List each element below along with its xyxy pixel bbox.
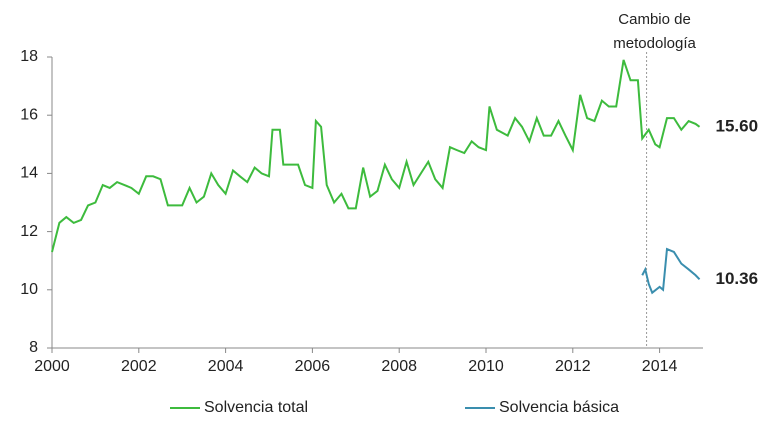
x-tick-label: 2010 (468, 358, 504, 375)
y-tick-label: 10 (20, 281, 38, 298)
end-label: 15.60 (716, 116, 759, 135)
x-tick-label: 2000 (34, 358, 70, 375)
line-series (641, 247, 701, 295)
end-label: 10.36 (716, 269, 759, 288)
x-tick-label: 2014 (642, 358, 678, 375)
x-tick-label: 2008 (381, 358, 417, 375)
x-tick-label: 2012 (555, 358, 591, 375)
y-tick-label: 18 (20, 48, 38, 65)
line-series (51, 59, 701, 253)
y-tick-label: 16 (20, 106, 38, 123)
y-tick-label: 8 (29, 339, 38, 356)
annotation-text: metodología (613, 35, 696, 52)
legend-label: Solvencia básica (499, 399, 619, 416)
y-tick-label: 14 (20, 165, 38, 182)
x-tick-label: 2006 (295, 358, 331, 375)
legend-label: Solvencia total (204, 399, 308, 416)
x-tick-label: 2004 (208, 358, 244, 375)
x-tick-label: 2002 (121, 358, 157, 375)
y-tick-label: 12 (20, 223, 38, 240)
annotation-text: Cambio de (618, 11, 691, 28)
